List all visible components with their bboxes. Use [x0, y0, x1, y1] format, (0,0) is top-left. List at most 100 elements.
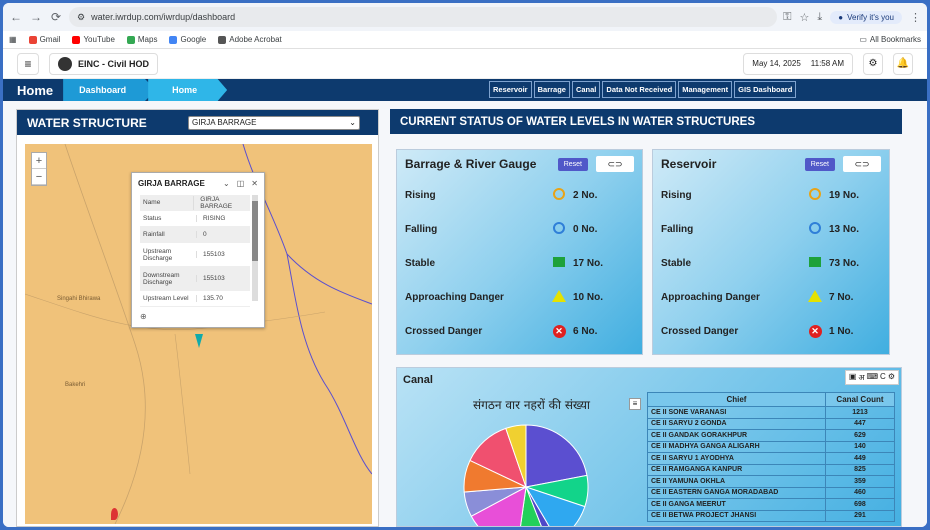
- user-box[interactable]: EINC - Civil HOD: [49, 52, 159, 75]
- structure-select[interactable]: GIRJA BARRAGE ⌄: [188, 115, 360, 130]
- pie-slice[interactable]: [524, 486, 586, 527]
- pie-slice[interactable]: [470, 486, 527, 527]
- translate-toolbar[interactable]: ▣ अ ⌨ C ⚙: [844, 370, 899, 385]
- hindi-keyboard-icon[interactable]: अ: [858, 373, 865, 382]
- browser-toolbar: ← → ⟳ ⚙ water.iwrdup.com/iwrdup/dashboar…: [3, 3, 927, 31]
- status-row-approaching[interactable]: Approaching Danger 10 No.: [405, 280, 634, 314]
- zoom-to-icon[interactable]: ⊕: [140, 312, 147, 321]
- table-row[interactable]: CE II SARYU 2 GONDA 447: [647, 417, 896, 430]
- bookmark-youtube[interactable]: YouTube: [72, 35, 115, 44]
- link-button[interactable]: ⊂⊃: [596, 156, 634, 172]
- close-icon[interactable]: ✕: [251, 178, 258, 188]
- collapse-chevron-icon[interactable]: ⌄: [223, 178, 230, 188]
- rising-icon: [553, 187, 565, 200]
- chief-cell: CE II GANDAK GORAKHPUR: [647, 429, 826, 442]
- status-row-rising[interactable]: Rising 2 No.: [405, 178, 634, 212]
- status-row-falling[interactable]: Falling 0 No.: [405, 212, 634, 246]
- column-header-chief[interactable]: Chief: [647, 392, 826, 407]
- notification-bell-icon[interactable]: 🔔: [893, 52, 913, 75]
- nav-gis-dashboard[interactable]: GIS Dashboard: [734, 81, 797, 98]
- table-row[interactable]: CE II EASTERN GANGA MORADABAD 460: [647, 486, 896, 499]
- table-row[interactable]: CE II GANGA MEERUT 698: [647, 498, 896, 511]
- pie-slice[interactable]: [505, 424, 527, 488]
- bookmark-google[interactable]: Google: [169, 35, 206, 44]
- nav-barrage[interactable]: Barrage: [533, 81, 570, 98]
- chief-cell: CE II YAMUNA OKHLA: [647, 475, 826, 488]
- translate-icon[interactable]: ▣: [848, 372, 857, 381]
- attribute-key: Downstream Discharge: [143, 271, 180, 286]
- status-row-approaching[interactable]: Approaching Danger 7 No.: [661, 280, 881, 314]
- canal-pie-chart[interactable]: [461, 422, 591, 527]
- zoom-out-button[interactable]: −: [32, 169, 46, 185]
- forward-icon[interactable]: →: [30, 10, 42, 24]
- verify-button[interactable]: ● Verify it's you: [830, 10, 902, 24]
- count-cell: 1213: [824, 406, 896, 419]
- breadcrumb-home[interactable]: Home: [17, 82, 54, 98]
- password-key-icon[interactable]: ⚿: [783, 10, 792, 23]
- nav-data-not-received[interactable]: Data Not Received: [602, 81, 677, 98]
- status-row-stable[interactable]: Stable 73 No.: [661, 246, 881, 280]
- table-row[interactable]: CE II RAMGANGA KANPUR 825: [647, 463, 896, 476]
- hamburger-menu-button[interactable]: ≡: [17, 52, 39, 75]
- map-view[interactable]: + − Singahi Bhirawa Bakehri GIRJA BARRAG…: [25, 144, 372, 524]
- nav-canal[interactable]: Canal: [571, 81, 601, 98]
- address-bar[interactable]: ⚙ water.iwrdup.com/iwrdup/dashboard: [69, 7, 778, 27]
- column-header-count[interactable]: Canal Count: [824, 392, 896, 407]
- attribute-row: Upstream Discharge 155103: [140, 243, 250, 267]
- map-pin-icon[interactable]: [111, 508, 118, 520]
- nav-reservoir[interactable]: Reservoir: [489, 81, 532, 98]
- table-row[interactable]: CE II YAMUNA OKHLA 359: [647, 475, 896, 488]
- reload-icon[interactable]: ⟳: [50, 10, 62, 24]
- settings-icon[interactable]: ⚙: [887, 372, 895, 381]
- status-label: Rising: [661, 189, 692, 201]
- pie-slice[interactable]: [525, 424, 588, 488]
- apps-grid-icon[interactable]: ▦: [9, 35, 17, 44]
- zoom-in-button[interactable]: +: [32, 153, 46, 169]
- status-row-crossed[interactable]: Crossed Danger ✕ 1 No.: [661, 314, 881, 348]
- status-row-falling[interactable]: Falling 13 No.: [661, 212, 881, 246]
- bookmark-maps[interactable]: Maps: [126, 35, 157, 44]
- popup-scrollbar[interactable]: [252, 195, 258, 301]
- dock-icon[interactable]: ◫: [236, 178, 245, 188]
- status-count: 7 No.: [829, 291, 854, 303]
- link-button[interactable]: ⊂⊃: [843, 156, 881, 172]
- back-icon[interactable]: ←: [10, 10, 22, 24]
- status-row-crossed[interactable]: Crossed Danger ✕ 6 No.: [405, 314, 634, 348]
- status-count: 10 No.: [573, 291, 604, 303]
- structure-marker-icon[interactable]: [195, 334, 203, 348]
- site-info-icon[interactable]: ⚙: [77, 11, 86, 22]
- status-title: CURRENT STATUS OF WATER LEVELS IN WATER …: [390, 109, 902, 134]
- pie-slice[interactable]: [517, 485, 548, 527]
- nav-management[interactable]: Management: [678, 81, 733, 98]
- stable-icon: [809, 256, 821, 267]
- count-cell: 359: [824, 475, 896, 488]
- status-row-stable[interactable]: Stable 17 No.: [405, 246, 634, 280]
- breadcrumb-dashboard[interactable]: Dashboard: [63, 79, 157, 101]
- status-label: Stable: [405, 257, 436, 269]
- refresh-icon[interactable]: C: [880, 372, 886, 381]
- reset-button[interactable]: Reset: [804, 157, 835, 171]
- status-label: Stable: [661, 257, 692, 269]
- star-icon[interactable]: ☆: [799, 11, 810, 24]
- table-row[interactable]: CE II MADHYA GANGA ALIGARH 140: [647, 440, 896, 453]
- breadcrumb-home-crumb[interactable]: Home: [148, 79, 228, 101]
- bookmark-gmail[interactable]: Gmail: [28, 35, 60, 44]
- warning-icon: [552, 289, 566, 302]
- table-row[interactable]: CE II GANDAK GORAKHPUR 629: [647, 429, 896, 442]
- more-menu-icon[interactable]: ⋮: [910, 11, 921, 24]
- status-label: Crossed Danger: [661, 325, 739, 337]
- table-row[interactable]: CE II SARYU 1 AYODHYA 449: [647, 452, 896, 465]
- all-bookmarks[interactable]: ▭ All Bookmarks: [859, 35, 921, 44]
- status-row-rising[interactable]: Rising 19 No.: [661, 178, 881, 212]
- reset-button[interactable]: Reset: [557, 157, 588, 171]
- download-icon[interactable]: ⤓: [817, 10, 823, 23]
- attribute-row: Upstream Level 135.70: [140, 291, 250, 307]
- attribute-value: 0: [196, 231, 207, 238]
- bookmark-adobe[interactable]: Adobe Acrobat: [218, 35, 282, 44]
- stable-icon: [553, 256, 565, 267]
- table-row[interactable]: CE II BETWA PROJECT JHANSI 291: [647, 509, 896, 522]
- keyboard-icon[interactable]: ⌨: [866, 372, 879, 381]
- chart-menu-button[interactable]: ≡: [629, 398, 641, 410]
- table-row[interactable]: CE II SONE VARANASI 1213: [647, 406, 896, 419]
- settings-gear-icon[interactable]: ⚙: [863, 52, 883, 75]
